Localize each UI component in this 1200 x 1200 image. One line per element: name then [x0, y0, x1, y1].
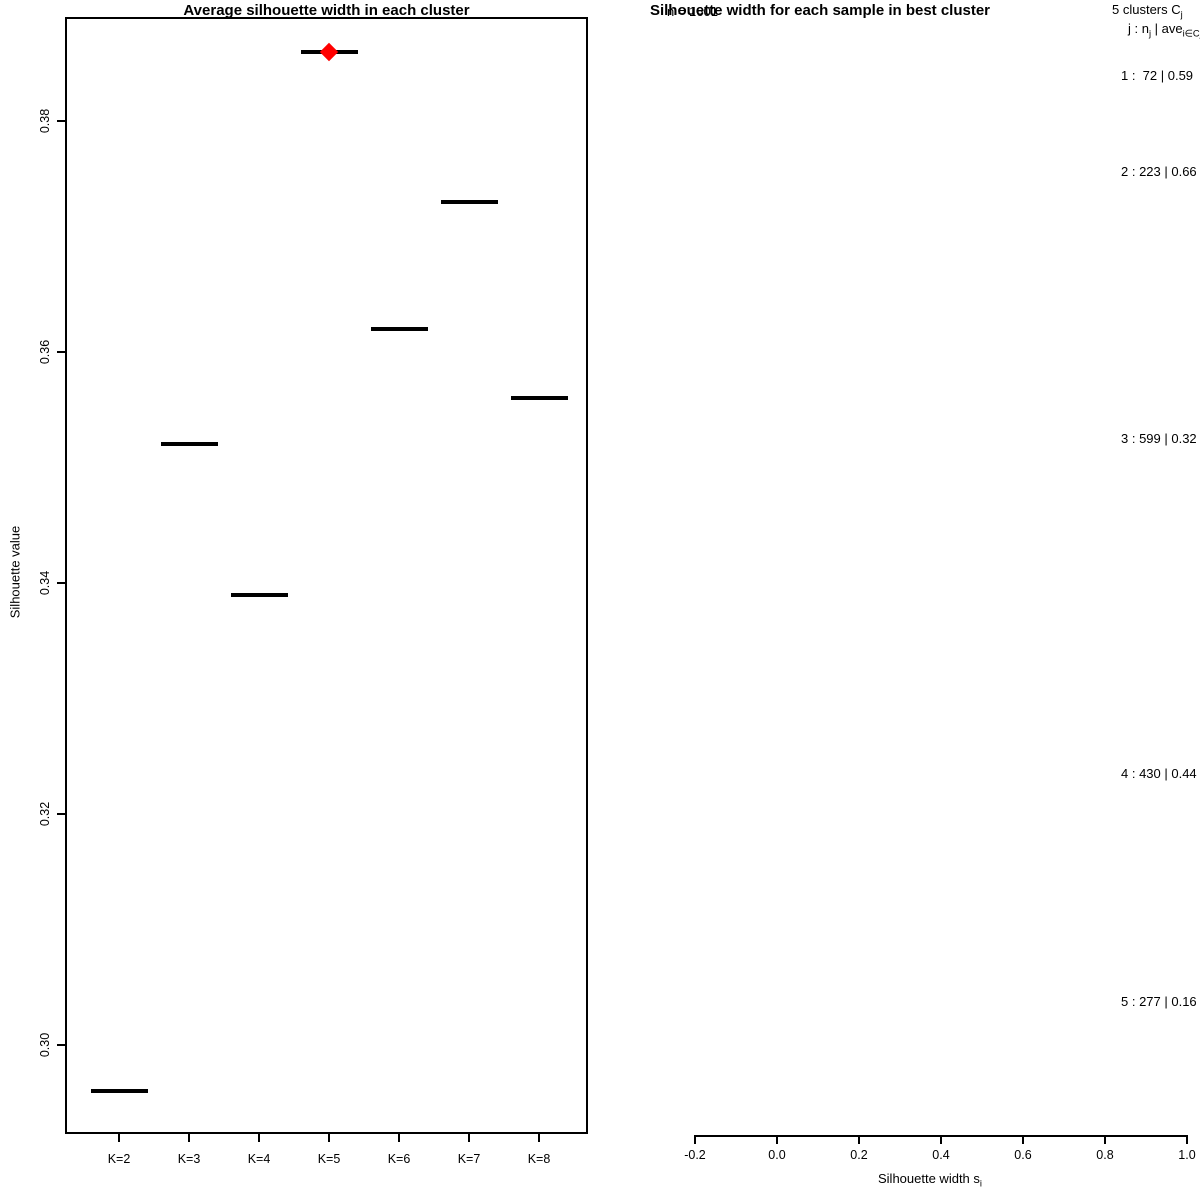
right-x-tick-label: 0.8 — [1096, 1148, 1114, 1162]
right-x-tick-label: 0.4 — [932, 1148, 950, 1162]
right-x-tick-label: -0.2 — [684, 1148, 706, 1162]
sample-count-overlay-text: n = 1601 — [667, 4, 718, 19]
right-x-tickmark — [776, 1136, 778, 1144]
left-x-tick-label: K=8 — [527, 1152, 551, 1166]
silhouette-mean-segment — [231, 593, 288, 597]
left-y-tickmark — [57, 582, 65, 584]
silhouette-mean-segment — [91, 1089, 148, 1093]
left-x-tickmark — [188, 1134, 190, 1142]
left-x-tick-label: K=2 — [107, 1152, 131, 1166]
left-x-tickmark — [258, 1134, 260, 1142]
left-x-tick-label: K=7 — [457, 1152, 481, 1166]
right-x-tickmark — [1022, 1136, 1024, 1144]
cluster-summary-row: 1 : 72 | 0.59 — [1121, 68, 1194, 83]
left-plot-title: Average silhouette width in each cluster — [183, 2, 470, 19]
right-x-tickmark — [1186, 1136, 1188, 1144]
left-y-tickmark — [57, 813, 65, 815]
right-x-tick-label: 1.0 — [1178, 1148, 1196, 1162]
silhouette-mean-segment — [441, 200, 498, 204]
left-x-tick-label: K=3 — [177, 1152, 201, 1166]
left-x-tickmark — [398, 1134, 400, 1142]
right-x-tickmark — [1104, 1136, 1106, 1144]
left-y-tickmark — [57, 120, 65, 122]
right-x-tick-label: 0.2 — [850, 1148, 868, 1162]
cluster-count-sub: j — [1180, 9, 1183, 20]
left-x-tickmark — [538, 1134, 540, 1142]
right-x-tick-label: 0.0 — [768, 1148, 786, 1162]
silhouette-mean-segment — [371, 327, 428, 331]
right-x-axis-label: Silhouette width si — [878, 1171, 982, 1189]
left-y-tick-label: 0.34 — [38, 570, 52, 596]
cluster-column-legend: j : nj | avei∈Cj si — [1128, 21, 1200, 39]
left-x-tickmark — [118, 1134, 120, 1142]
right-x-tickmark — [694, 1136, 696, 1144]
cluster-summary-row: 2 : 223 | 0.66 — [1121, 164, 1197, 179]
right-x-tick-label: 0.6 — [1014, 1148, 1032, 1162]
cluster-summary-row: 3 : 599 | 0.32 — [1121, 431, 1197, 446]
cluster-summary-row: 4 : 430 | 0.44 — [1121, 766, 1197, 781]
silhouette-mean-segment — [511, 396, 568, 400]
left-y-tick-label: 0.38 — [38, 108, 52, 134]
left-y-tick-label: 0.32 — [38, 801, 52, 827]
right-x-tickmark — [858, 1136, 860, 1144]
right-plot-title: Silhouette width for each sample in best… — [649, 2, 991, 19]
left-chart-panel: Average silhouette width in each cluster… — [7, 2, 588, 1166]
left-x-tick-label: K=5 — [317, 1152, 341, 1166]
right-chart-panel: Silhouette width for each sample in best… — [600, 0, 1200, 1200]
left-y-tickmark — [57, 1044, 65, 1046]
right-x-tickmark — [940, 1136, 942, 1144]
left-x-tickmark — [328, 1134, 330, 1142]
left-y-tickmark — [57, 351, 65, 353]
left-x-tick-label: K=4 — [247, 1152, 271, 1166]
silhouette-mean-segment — [161, 442, 218, 446]
cluster-count-header: 5 clusters Cj — [1112, 2, 1183, 20]
left-y-tick-label: 0.30 — [38, 1032, 52, 1058]
cluster-count-text: 5 clusters C — [1112, 2, 1181, 17]
left-y-axis-label: Silhouette value — [7, 525, 23, 619]
left-plot-box — [65, 17, 588, 1134]
left-y-tick-label: 0.36 — [38, 339, 52, 365]
left-x-tickmark — [468, 1134, 470, 1142]
left-x-tick-label: K=6 — [387, 1152, 411, 1166]
cluster-summary-row: 5 : 277 | 0.16 — [1121, 994, 1197, 1009]
